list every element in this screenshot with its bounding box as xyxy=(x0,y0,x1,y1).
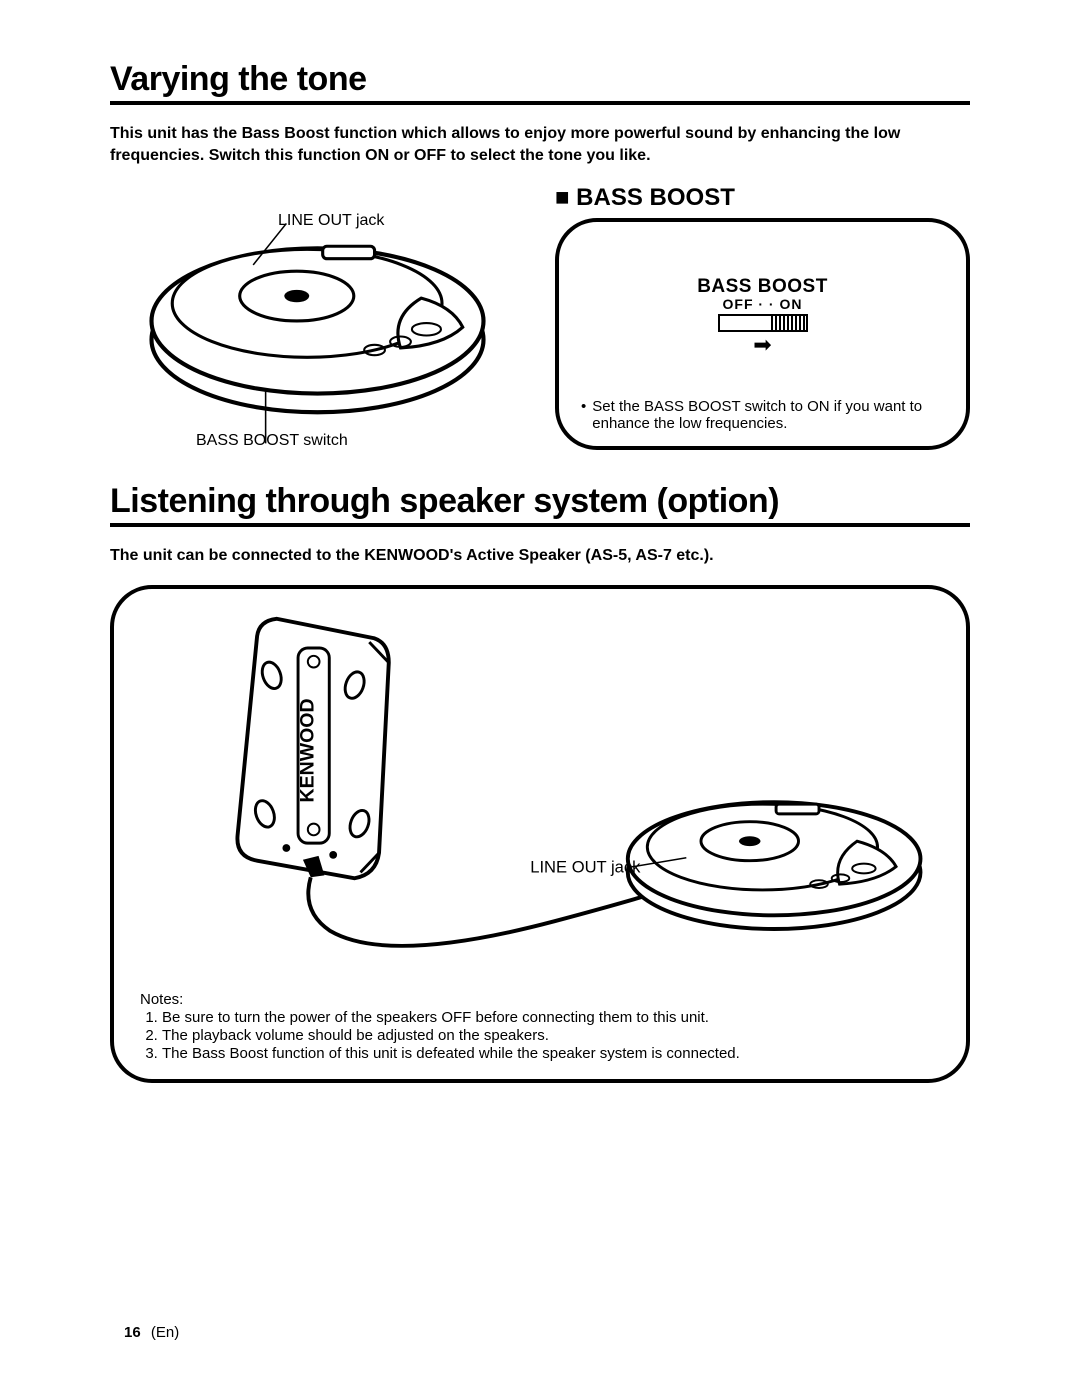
bass-boost-column: BASS BOOST BASS BOOST OFF · · ON ➡ • Set… xyxy=(555,184,970,454)
arrow-right-icon: ➡ xyxy=(581,334,944,356)
page-number: 16 xyxy=(124,1324,141,1341)
page-lang: (En) xyxy=(151,1324,179,1341)
speaker-brand-text: KENWOOD xyxy=(297,698,319,802)
bass-boost-switch-icon xyxy=(718,314,808,332)
tone-two-column: LINE OUT jack BASS BOOST switch BASS BOO… xyxy=(110,184,970,454)
intro-tone: This unit has the Bass Boost function wh… xyxy=(110,123,970,166)
note-item: The playback volume should be adjusted o… xyxy=(162,1027,940,1044)
cd-player-diagram: LINE OUT jack BASS BOOST switch xyxy=(110,184,525,454)
callout-lineout: LINE OUT jack xyxy=(278,212,384,230)
bass-boost-offon: OFF · · ON xyxy=(581,296,944,312)
bass-boost-label: BASS BOOST xyxy=(581,276,944,298)
page-footer: 16 (En) xyxy=(124,1324,179,1341)
bass-boost-note: • Set the BASS BOOST switch to ON if you… xyxy=(581,398,944,432)
bass-boost-note-text: Set the BASS BOOST switch to ON if you w… xyxy=(592,398,944,432)
callout-lineout-2: LINE OUT jack xyxy=(530,857,641,876)
note-item: Be sure to turn the power of the speaker… xyxy=(162,1009,940,1026)
notes-label: Notes: xyxy=(140,991,940,1008)
section-title-tone: Varying the tone xyxy=(110,60,970,105)
section-title-speaker: Listening through speaker system (option… xyxy=(110,482,970,527)
bass-boost-heading: BASS BOOST xyxy=(555,184,970,212)
callout-bass-switch: BASS BOOST switch xyxy=(196,432,348,450)
bass-boost-panel: BASS BOOST OFF · · ON ➡ • Set the BASS B… xyxy=(555,218,970,450)
speaker-panel: KENWOOD LINE OUT jack xyxy=(110,585,970,1084)
bullet-icon: • xyxy=(581,398,586,432)
intro-speaker: The unit can be connected to the KENWOOD… xyxy=(110,545,970,567)
speaker-connection-icon: KENWOOD LINE OUT jack xyxy=(140,609,940,980)
note-item: The Bass Boost function of this unit is … xyxy=(162,1045,940,1062)
notes-block: Notes: Be sure to turn the power of the … xyxy=(140,991,940,1062)
